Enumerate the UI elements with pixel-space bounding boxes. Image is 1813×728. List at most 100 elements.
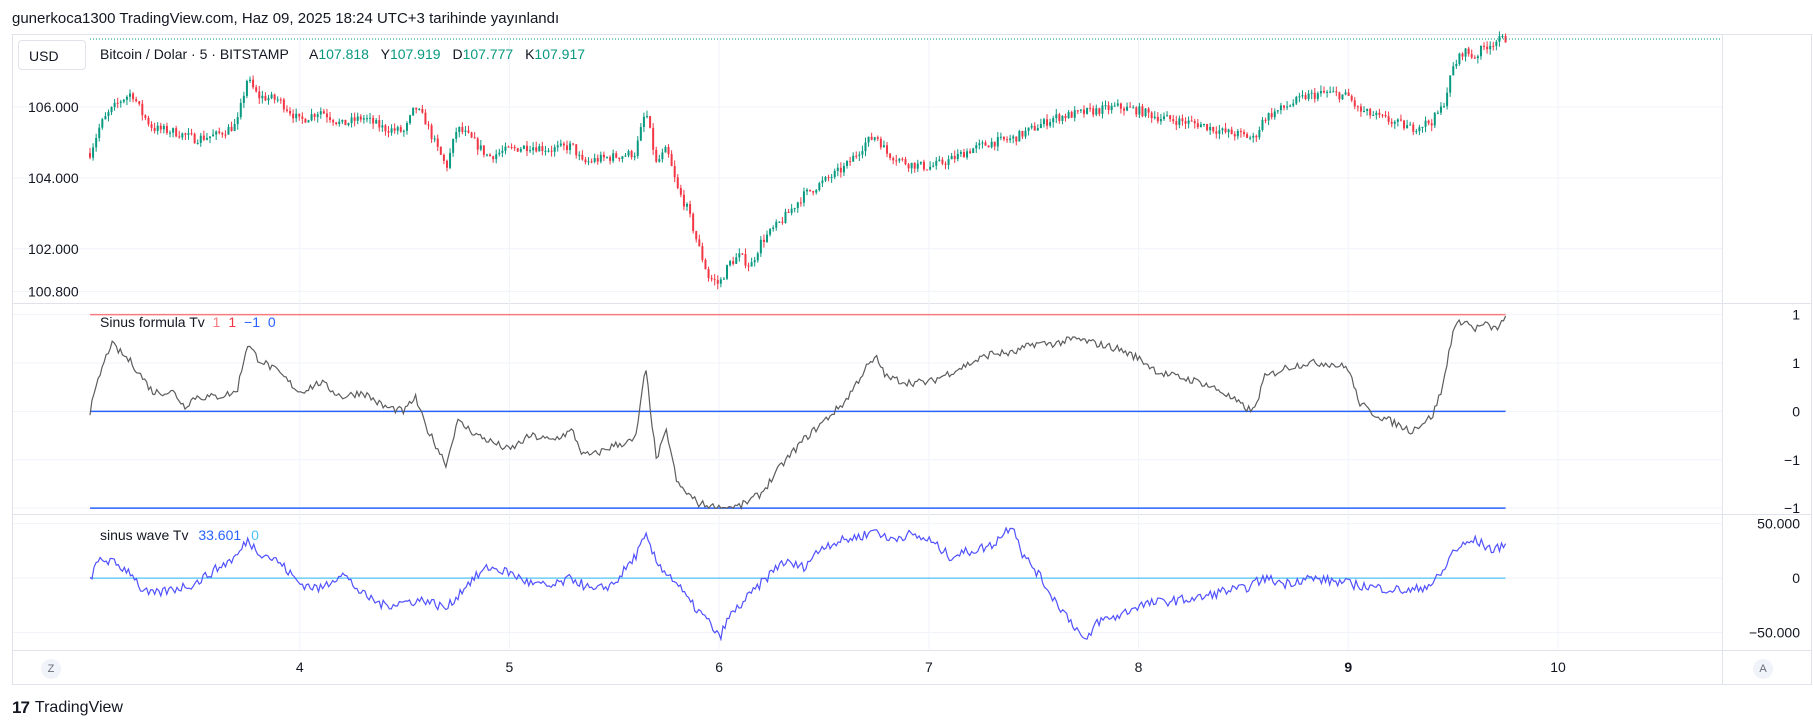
sinus-formula-legend[interactable]: Sinus formula Tv 1 1 −1 0 <box>100 314 276 330</box>
candle-body <box>1236 131 1239 137</box>
chart-frame <box>12 34 1812 685</box>
candle-body <box>449 152 452 168</box>
candle-body <box>1443 106 1446 108</box>
candle-body <box>747 265 750 267</box>
candle-body <box>1230 129 1233 135</box>
candle-body <box>258 91 261 99</box>
candle-body <box>350 117 353 124</box>
candle-body <box>679 188 682 195</box>
currency-button[interactable]: USD <box>18 40 86 70</box>
low-value: 107.777 <box>463 46 514 62</box>
candle-body <box>292 113 295 119</box>
candle-body <box>529 150 532 152</box>
candle-body <box>544 150 547 152</box>
x-tick-label: 5 <box>506 659 514 675</box>
candle-body <box>984 142 987 146</box>
candle-body <box>744 254 747 266</box>
candle-body <box>1356 106 1359 108</box>
candle-body <box>565 145 568 150</box>
candle-body <box>639 126 642 141</box>
candle-body <box>1353 100 1356 107</box>
candle-body <box>298 113 301 117</box>
candle-body <box>375 120 378 124</box>
candle-body <box>658 159 661 162</box>
candle-body <box>750 262 753 267</box>
auto-scale-button[interactable]: A <box>1753 659 1773 679</box>
candle-body <box>726 265 729 279</box>
candle-body <box>147 117 150 125</box>
ohlc-legend: A107.818 Y107.919 D107.777 K107.917 <box>309 46 585 62</box>
candle-body <box>1430 123 1433 126</box>
candle-body <box>1479 45 1482 57</box>
candle-body <box>436 138 439 147</box>
candle-body <box>1132 107 1135 109</box>
candle-body <box>587 161 590 163</box>
sinus-wave-legend[interactable]: sinus wave Tv 33.601 0 <box>100 527 259 543</box>
candle-body <box>122 99 125 102</box>
candle-body <box>1279 105 1282 111</box>
candle-body <box>405 123 408 131</box>
candle-body <box>359 116 362 120</box>
candle-body <box>941 159 944 164</box>
candle-body <box>916 163 919 169</box>
candle-body <box>261 95 264 99</box>
candle-body <box>119 101 122 103</box>
candle-body <box>778 221 781 223</box>
candle-body <box>870 136 873 140</box>
candle-body <box>667 147 670 155</box>
x-tick-label: 6 <box>715 659 723 675</box>
candle-body <box>975 145 978 149</box>
candle-body <box>1147 108 1150 113</box>
candle-body <box>661 152 664 160</box>
candle-body <box>919 161 922 164</box>
candle-body <box>181 133 184 138</box>
candle-body <box>165 126 168 133</box>
candle-body <box>793 208 796 210</box>
candle-body <box>1030 125 1033 128</box>
candle-body <box>439 146 442 155</box>
candle-body <box>113 102 116 108</box>
candle-body <box>769 228 772 235</box>
candle-body <box>1215 131 1218 134</box>
candle-body <box>846 161 849 166</box>
candle-body <box>562 143 565 146</box>
candle-body <box>1082 109 1085 114</box>
symbol-legend[interactable]: Bitcoin / Dolar · 5 · BITSTAMP <box>100 46 289 62</box>
high-value: 107.919 <box>390 46 441 62</box>
candle-body <box>1172 119 1175 122</box>
candle-body <box>1224 128 1227 133</box>
candle-body <box>695 231 698 240</box>
candle-body <box>1061 115 1064 121</box>
y-tick-label: 1 <box>1792 355 1800 371</box>
candle-body <box>935 160 938 166</box>
candle-body <box>187 133 190 135</box>
candle-body <box>402 130 405 132</box>
candle-body <box>1107 105 1110 111</box>
sinus-wave-value: 33.601 <box>198 527 241 543</box>
tradingview-logo[interactable]: 17 TradingView <box>12 698 123 718</box>
candle-body <box>319 111 322 115</box>
candle-body <box>621 156 624 159</box>
candle-body <box>141 103 144 116</box>
y-tick-label: 102.000 <box>28 241 79 257</box>
candle-body <box>704 259 707 270</box>
candle-body <box>932 165 935 167</box>
candle-body <box>1436 112 1439 114</box>
candle-body <box>378 120 381 128</box>
timezone-z-button[interactable]: Z <box>41 659 61 679</box>
candle-body <box>159 125 162 130</box>
candle-body <box>239 102 242 118</box>
candle-body <box>796 202 799 209</box>
candle-body <box>522 145 525 149</box>
candle-body <box>670 154 673 166</box>
candle-body <box>1363 110 1366 112</box>
candle-body <box>338 121 341 125</box>
candle-body <box>362 118 365 120</box>
candle-body <box>390 128 393 133</box>
candle-body <box>89 153 91 158</box>
candle-body <box>1129 106 1132 108</box>
candle-body <box>809 189 812 192</box>
candle-body <box>507 146 510 148</box>
candle-body <box>1249 137 1252 139</box>
candle-body <box>1190 120 1193 122</box>
